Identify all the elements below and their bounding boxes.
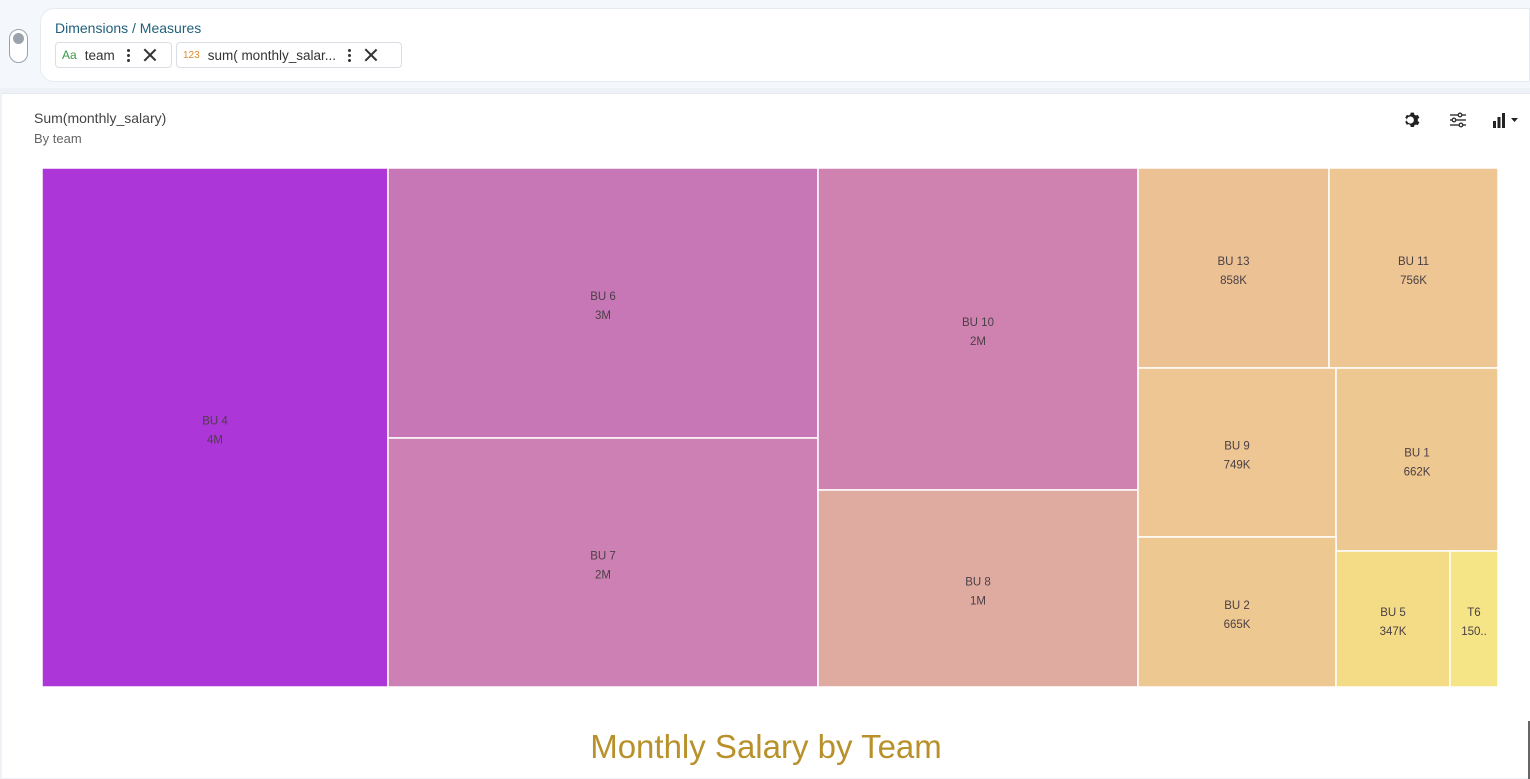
bar-chart-dropdown-icon[interactable]: [1492, 110, 1522, 130]
dimensions-panel: Dimensions / Measures Aa team 123 sum( m…: [40, 8, 1530, 82]
tile-value-label: 756K: [1400, 275, 1427, 287]
tile-value-label: 662K: [1404, 467, 1431, 479]
tile-name-label: BU 13: [1218, 256, 1250, 268]
chart-subtitle: By team: [34, 131, 82, 146]
close-icon[interactable]: [143, 48, 157, 62]
treemap-tile[interactable]: BU 1 662K: [1335, 367, 1498, 552]
treemap-tile-rect[interactable]: [387, 437, 819, 687]
treemap-tile[interactable]: BU 8 1M: [817, 489, 1139, 687]
gear-icon[interactable]: [1402, 110, 1422, 130]
more-options-icon[interactable]: [127, 48, 131, 62]
tile-name-label: BU 7: [590, 551, 616, 563]
treemap-tile-rect[interactable]: [817, 168, 1139, 491]
treemap-tile[interactable]: BU 6 3M: [387, 168, 819, 439]
chart-card: Sum(monthly_salary) By team BU 4 4M BU 6 3M…: [2, 93, 1530, 779]
tile-value-label: 1M: [970, 596, 986, 608]
tile-name-label: BU 10: [962, 317, 994, 329]
dimensions-bar: Dimensions / Measures Aa team 123 sum( m…: [0, 0, 1530, 88]
tile-name-label: T6: [1467, 607, 1480, 619]
close-icon[interactable]: [364, 48, 378, 62]
treemap-tile-rect[interactable]: [1137, 536, 1337, 687]
tile-name-label: BU 9: [1224, 441, 1250, 453]
tile-name-label: BU 4: [202, 416, 228, 428]
tile-value-label: 858K: [1220, 275, 1247, 287]
tile-value-label: 347K: [1380, 626, 1407, 638]
tile-name-label: BU 1: [1404, 448, 1430, 460]
treemap-tile[interactable]: BU 9 749K: [1137, 367, 1337, 538]
toggle-knob: [13, 33, 24, 44]
treemap-tile-rect[interactable]: [1335, 367, 1498, 552]
pill-label: team: [84, 47, 115, 63]
treemap-chart: BU 4 4M BU 6 3M BU 7 2M BU 10 2M BU 8 1M BU 13 858K…: [42, 168, 1498, 687]
tile-name-label: BU 2: [1224, 600, 1250, 612]
tile-value-label: 665K: [1224, 619, 1251, 631]
treemap-tile[interactable]: BU 13 858K: [1137, 168, 1330, 369]
treemap-tile[interactable]: T6 150..: [1449, 550, 1498, 687]
tile-name-label: BU 11: [1398, 256, 1429, 268]
pill-label: sum( monthly_salar...: [207, 47, 336, 63]
treemap-tile[interactable]: BU 5 347K: [1335, 550, 1451, 687]
tile-value-label: 2M: [970, 336, 986, 348]
scrollbar[interactable]: [1528, 721, 1530, 779]
chart-title: Sum(monthly_salary): [34, 110, 167, 126]
tile-value-label: 150..: [1461, 626, 1487, 638]
treemap-tile[interactable]: BU 7 2M: [387, 437, 819, 687]
dimension-pill-team[interactable]: Aa team: [55, 42, 172, 68]
treemap-tile-rect[interactable]: [42, 168, 389, 687]
tile-name-label: BU 6: [590, 291, 616, 303]
number-type-icon: 123: [183, 49, 200, 61]
tile-name-label: BU 8: [965, 577, 991, 589]
treemap-tile-rect[interactable]: [817, 489, 1139, 687]
text-type-icon: Aa: [62, 48, 77, 62]
treemap-tile[interactable]: BU 10 2M: [817, 168, 1139, 491]
tile-value-label: 749K: [1224, 460, 1251, 472]
measure-pill-salary[interactable]: 123 sum( monthly_salar...: [176, 42, 402, 68]
treemap-tile-rect[interactable]: [1137, 168, 1330, 369]
tile-value-label: 4M: [207, 435, 223, 447]
treemap-tile-rect[interactable]: [1449, 550, 1498, 687]
tile-name-label: BU 5: [1380, 607, 1406, 619]
tile-value-label: 2M: [595, 570, 611, 582]
treemap-tile[interactable]: BU 11 756K: [1328, 168, 1498, 369]
treemap-tile-rect[interactable]: [1335, 550, 1451, 687]
chart-footer-title: Monthly Salary by Team: [590, 728, 942, 765]
treemap-tile[interactable]: BU 4 4M: [42, 168, 389, 687]
sliders-icon[interactable]: [1448, 110, 1468, 130]
panel-toggle[interactable]: [9, 29, 28, 63]
more-options-icon[interactable]: [348, 48, 352, 62]
treemap-tile-rect[interactable]: [387, 168, 819, 439]
treemap-tile-rect[interactable]: [1328, 168, 1498, 369]
dimensions-title: Dimensions / Measures: [55, 20, 202, 36]
treemap-tile[interactable]: BU 2 665K: [1137, 536, 1337, 687]
treemap-tile-rect[interactable]: [1137, 367, 1337, 538]
tile-value-label: 3M: [595, 310, 611, 322]
